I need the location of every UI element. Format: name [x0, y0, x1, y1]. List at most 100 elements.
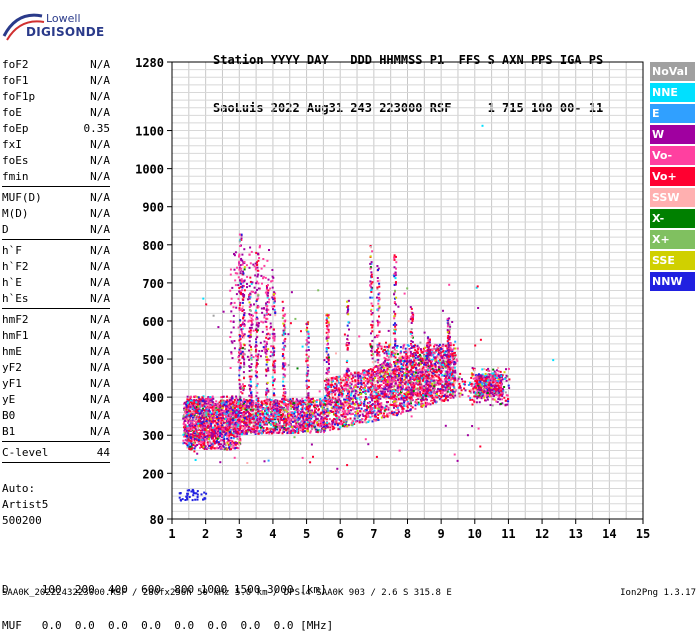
- echo-point: [340, 382, 342, 384]
- echo-point: [269, 419, 271, 421]
- echo-point: [285, 429, 287, 431]
- echo-point: [378, 419, 380, 421]
- echo-point: [352, 413, 354, 415]
- echo-point: [390, 404, 392, 406]
- echo-point: [252, 409, 254, 411]
- echo-point: [297, 400, 299, 402]
- echo-point: [340, 407, 342, 409]
- echo-point: [232, 445, 234, 447]
- echo-point: [338, 376, 340, 378]
- echo-point: [336, 381, 338, 383]
- echo-point: [244, 428, 246, 430]
- echo-point: [414, 408, 416, 410]
- echo-point: [287, 399, 289, 401]
- echo-point: [363, 389, 365, 391]
- echo-point: [338, 407, 340, 409]
- echo-point: [301, 398, 303, 400]
- echo-point: [297, 415, 299, 417]
- echo-point: [357, 386, 359, 388]
- echo-point: [482, 395, 484, 397]
- echo-point: [282, 411, 284, 413]
- echo-point: [345, 388, 347, 390]
- echo-point: [206, 427, 208, 429]
- echo-point: [336, 417, 338, 419]
- echo-point: [461, 378, 463, 380]
- echo-point: [299, 422, 301, 424]
- echo-point: [234, 442, 236, 444]
- echo-point: [398, 398, 400, 400]
- echo-point: [474, 380, 476, 382]
- echo-point: [493, 395, 495, 397]
- echo-point: [207, 425, 209, 427]
- echo-point: [397, 405, 399, 407]
- echo-point: [361, 408, 363, 410]
- echo-point: [241, 433, 243, 435]
- echo-point: [402, 411, 404, 413]
- echo-point: [326, 425, 328, 427]
- echo-point: [344, 413, 346, 415]
- echo-point: [331, 394, 333, 396]
- echo-point: [283, 428, 285, 430]
- echo-point: [319, 415, 321, 417]
- echo-point: [201, 402, 203, 404]
- echo-point: [363, 405, 365, 407]
- echo-point: [415, 404, 417, 406]
- echo-point: [224, 420, 226, 422]
- echo-point: [363, 382, 365, 384]
- echo-point: [265, 422, 267, 424]
- echo-point: [342, 418, 344, 420]
- echo-point: [219, 428, 221, 430]
- echo-point: [343, 420, 345, 422]
- echo-point: [336, 385, 338, 387]
- echo-point: [359, 410, 361, 412]
- echo-point: [373, 391, 375, 393]
- echo-point: [294, 404, 296, 406]
- echo-point: [334, 394, 336, 396]
- echo-point: [222, 407, 224, 409]
- echo-point: [278, 403, 280, 405]
- echo-point: [312, 415, 314, 417]
- echo-point: [326, 405, 328, 407]
- echo-point: [356, 408, 358, 410]
- echo-point: [456, 358, 458, 360]
- echo-point: [297, 432, 299, 434]
- echo-point: [211, 446, 213, 448]
- echo-point: [288, 419, 290, 421]
- echo-point: [450, 397, 452, 399]
- echo-point: [464, 384, 466, 386]
- echo-point: [400, 413, 402, 415]
- echo-point: [223, 422, 225, 424]
- echo-point: [336, 389, 338, 391]
- echo-point: [196, 444, 198, 446]
- echo-point: [221, 409, 223, 411]
- echo-point: [354, 380, 356, 382]
- echo-point: [339, 409, 341, 411]
- echo-point: [222, 417, 224, 419]
- echo-point: [229, 399, 231, 401]
- echo-point: [352, 408, 354, 410]
- echo-point: [346, 425, 348, 427]
- echo-point: [216, 416, 218, 418]
- echo-point: [257, 408, 259, 410]
- echo-point: [301, 420, 303, 422]
- echo-point: [432, 397, 434, 399]
- echo-point: [425, 406, 427, 408]
- echo-point: [349, 387, 351, 389]
- echo-point: [201, 423, 203, 425]
- echo-point: [284, 415, 286, 417]
- echo-point: [374, 410, 376, 412]
- echo-point: [401, 408, 403, 410]
- echo-point: [298, 410, 300, 412]
- echo-point: [184, 428, 186, 430]
- echo-point: [291, 426, 293, 428]
- echo-point: [204, 402, 206, 404]
- echo-point: [213, 441, 215, 443]
- echo-point: [194, 407, 196, 409]
- echo-point: [362, 413, 364, 415]
- echo-point: [207, 447, 209, 449]
- echo-point: [351, 388, 353, 390]
- echo-point: [194, 435, 196, 437]
- echo-point: [287, 409, 289, 411]
- echo-point: [401, 403, 403, 405]
- echo-point: [344, 374, 346, 376]
